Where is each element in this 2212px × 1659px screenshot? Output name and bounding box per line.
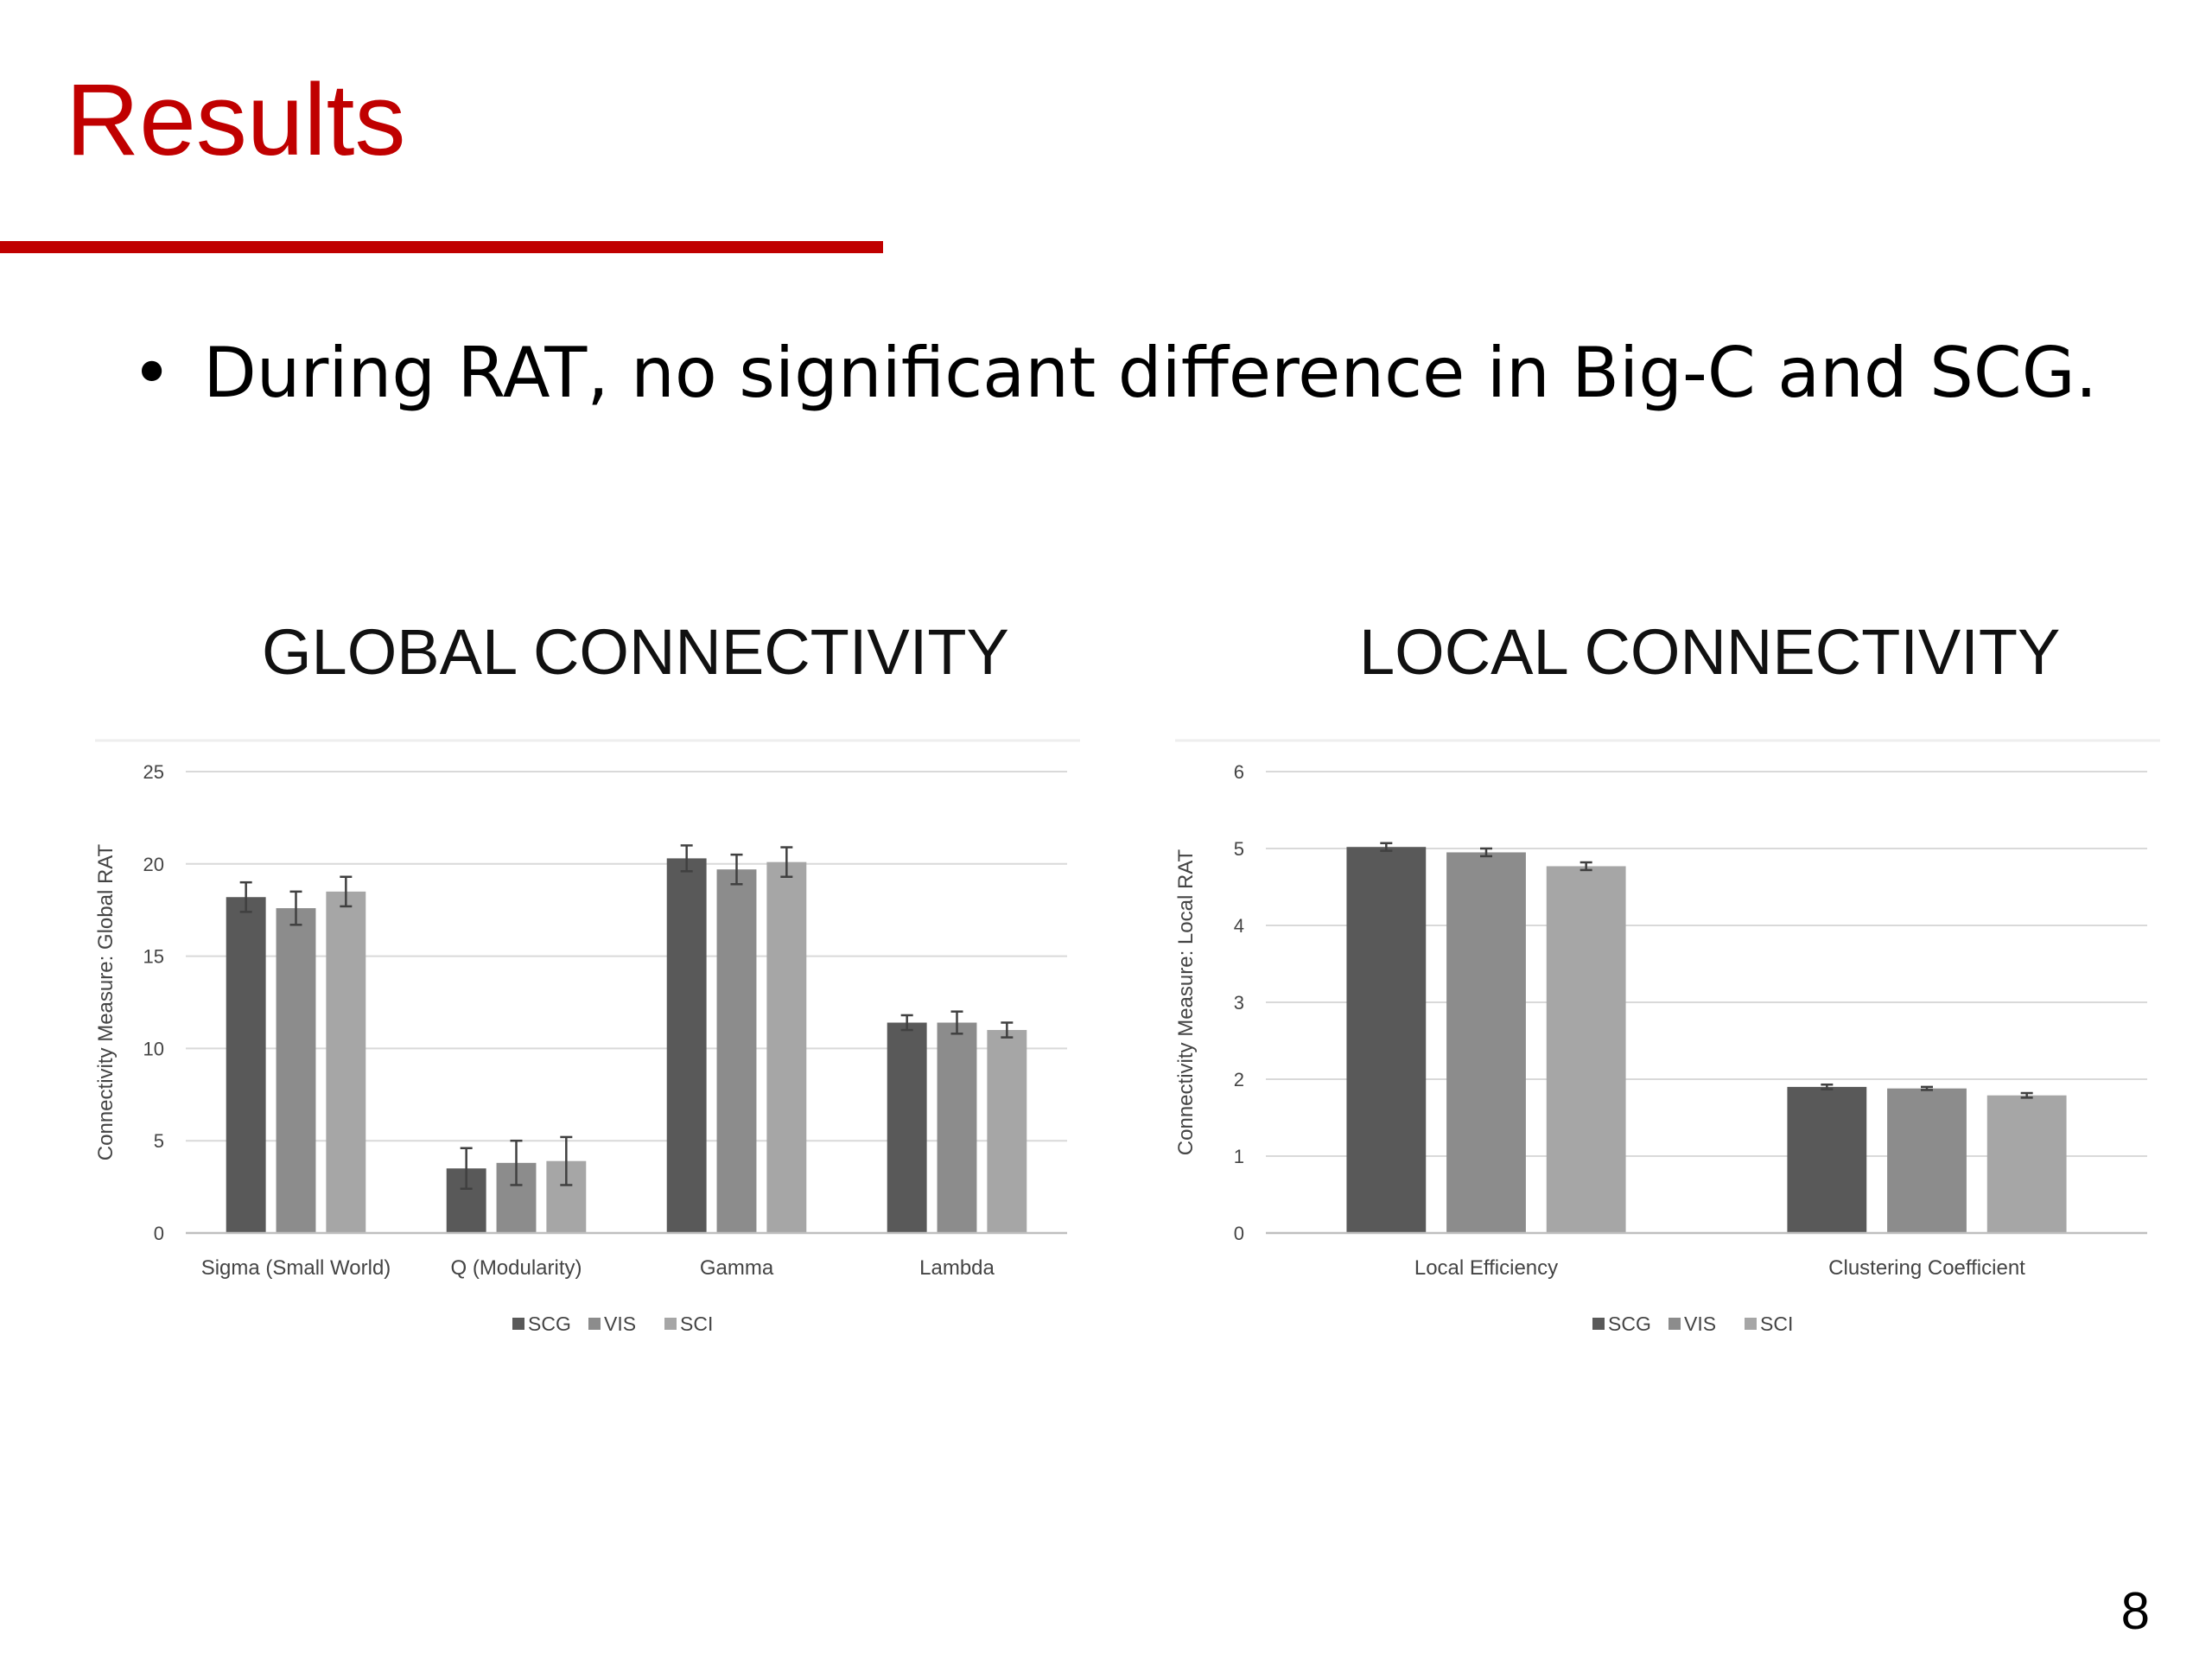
- local-bar-vis: [1887, 1088, 1967, 1233]
- global-bar-scg: [226, 897, 266, 1233]
- local-bar-sci: [1546, 866, 1626, 1233]
- local-y-tick-label: 3: [1234, 992, 1244, 1014]
- global-bar-scg: [666, 858, 707, 1233]
- global-x-tick-label: Q (Modularity): [450, 1256, 582, 1280]
- local-y-tick-label: 5: [1234, 838, 1244, 860]
- local-bar-scg: [1787, 1086, 1867, 1233]
- local-y-axis-label: Connectivity Measure: Local RAT: [1174, 849, 1198, 1155]
- local-y-tick-label: 2: [1234, 1069, 1244, 1090]
- local-legend-swatch-sci: [1745, 1318, 1757, 1330]
- global-bar-sci: [987, 1030, 1027, 1233]
- global-legend-swatch-sci: [664, 1318, 677, 1330]
- local-y-tick-label: 4: [1234, 915, 1244, 937]
- global-bar-scg: [887, 1022, 927, 1233]
- global-legend-label-scg: SCG: [528, 1313, 571, 1335]
- local-chart-title: LOCAL CONNECTIVITY: [1359, 616, 2061, 688]
- global-bar-sci: [766, 861, 807, 1233]
- local-connectivity-chart: 0 1 2 3 4 5 6 Connectivity Measure: Local RAT Lo…: [1174, 739, 2160, 1335]
- global-bar-vis: [276, 908, 316, 1233]
- local-x-tick-label: Clustering Coefficient: [1828, 1256, 2025, 1280]
- local-y-tick-label: 1: [1234, 1146, 1244, 1167]
- global-bar-vis: [716, 869, 757, 1233]
- global-x-tick-label: Sigma (Small World): [201, 1256, 391, 1280]
- local-legend-swatch-scg: [1592, 1318, 1605, 1330]
- global-y-tick-label: 20: [143, 854, 164, 875]
- global-y-tick-label: 0: [154, 1223, 164, 1244]
- global-y-axis-label: Connectivity Measure: Global RAT: [94, 843, 118, 1160]
- global-connectivity-chart: 0 5 10 15 20 25 Connectivity Measure: Global R…: [94, 739, 1080, 1335]
- global-x-tick-label: Lambda: [919, 1256, 995, 1280]
- global-legend-swatch-vis: [588, 1318, 601, 1330]
- title-underline: [0, 241, 883, 253]
- global-legend-label-vis: VIS: [604, 1313, 636, 1335]
- global-bar-sci: [326, 891, 366, 1233]
- page-number: 8: [2120, 1582, 2150, 1640]
- global-x-tick-label: Gamma: [700, 1256, 774, 1280]
- local-y-tick-label: 0: [1234, 1223, 1244, 1244]
- global-legend-swatch-scg: [512, 1318, 524, 1330]
- global-chart-title: GLOBAL CONNECTIVITY: [262, 616, 1009, 688]
- global-y-tick-label: 10: [143, 1038, 164, 1059]
- local-bar-vis: [1446, 852, 1526, 1233]
- local-bar-sci: [1986, 1095, 2067, 1233]
- slide-title: Results: [66, 63, 406, 177]
- local-bar-scg: [1346, 847, 1427, 1233]
- local-legend-swatch-vis: [1669, 1318, 1681, 1330]
- global-y-tick-label: 25: [143, 761, 164, 783]
- local-legend-label-scg: SCG: [1608, 1313, 1651, 1335]
- bullet-point: • During RAT, no significant difference i…: [131, 339, 2097, 408]
- global-bar-vis: [937, 1022, 977, 1233]
- local-y-tick-label: 6: [1234, 761, 1244, 783]
- bullet-text: During RAT, no significant difference in…: [203, 333, 2098, 413]
- global-y-tick-label: 5: [154, 1130, 164, 1152]
- local-legend-label-vis: VIS: [1684, 1313, 1716, 1335]
- local-x-tick-label: Local Efficiency: [1414, 1256, 1558, 1280]
- local-legend-label-sci: SCI: [1760, 1313, 1793, 1335]
- global-y-tick-label: 15: [143, 946, 164, 968]
- global-legend-label-sci: SCI: [680, 1313, 713, 1335]
- bullet-marker: •: [131, 333, 173, 413]
